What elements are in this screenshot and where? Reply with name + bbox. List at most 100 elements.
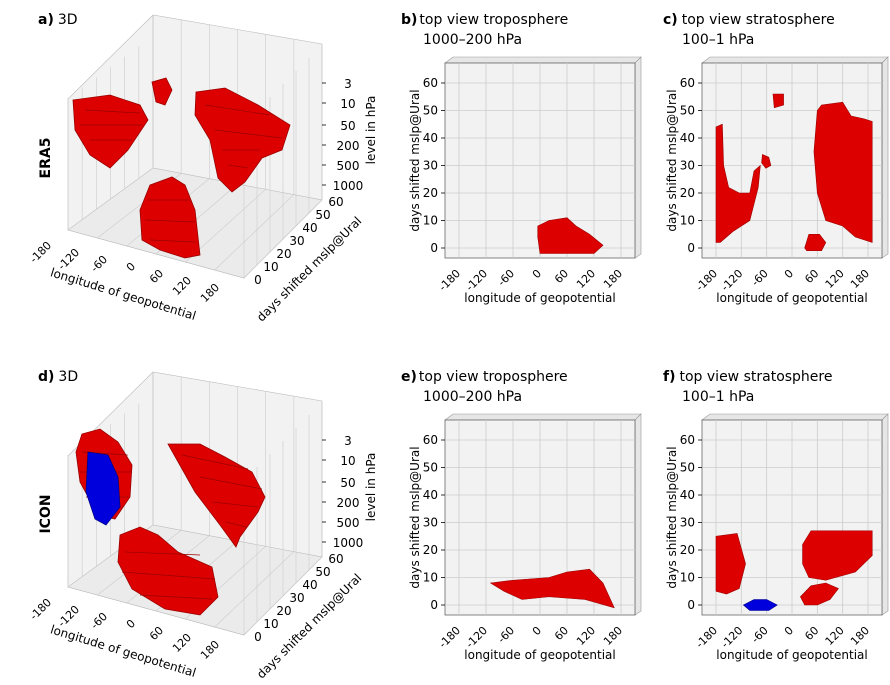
y-tick-label: 30	[289, 591, 304, 605]
y-tick-label: 40	[302, 578, 317, 592]
y-tick-label: 60	[423, 76, 438, 90]
y-tick-label: 0	[687, 241, 695, 255]
voxel-edge	[204, 104, 271, 116]
y-tick-label: 30	[680, 159, 695, 173]
voxel-edge	[139, 594, 213, 600]
x-tick-label: 60	[147, 267, 166, 286]
x-tick-label: -180	[27, 596, 54, 623]
y-tick-label: 40	[423, 488, 438, 502]
y-tick-label: 10	[680, 214, 695, 228]
strato-anomaly-red-east	[813, 101, 873, 243]
voxel-edge	[124, 551, 201, 556]
z-tick-label: 500	[337, 159, 360, 173]
y-tick-label: 40	[423, 131, 438, 145]
pane-right-edge	[634, 56, 642, 259]
svg-text:100–1 hPa: 100–1 hPa	[682, 389, 754, 405]
voxel-edge	[121, 571, 216, 580]
x-tick-label: 0	[782, 624, 796, 638]
y-tick-label: 20	[680, 543, 695, 557]
x-tick-label: 60	[552, 624, 571, 643]
y-tick-label: 40	[680, 131, 695, 145]
svg-text:1000–200 hPa: 1000–200 hPa	[423, 32, 522, 48]
pane-right-edge	[881, 56, 889, 259]
strato-anomaly-red-west	[715, 123, 761, 243]
x-tick-label: 0	[782, 267, 796, 281]
panel-d-title: d) 3D	[38, 369, 78, 385]
svg-text:1000–200 hPa: 1000–200 hPa	[423, 389, 522, 405]
strato-anomaly-red-south	[800, 582, 839, 606]
x-axis-label: longitude of geopotential	[464, 648, 615, 662]
panel-a-title: a) 3D	[38, 12, 78, 28]
voxel-edge	[199, 476, 263, 490]
voxel-anomaly-left	[72, 94, 149, 169]
y-tick-label: 50	[423, 461, 438, 475]
x-axis-label: longitude of geopotential	[716, 291, 867, 305]
x-tick-label: -60	[88, 253, 110, 275]
voxel-edge	[211, 501, 259, 508]
x-tick-label: -60	[495, 267, 517, 289]
voxel-edge	[227, 164, 249, 169]
panel-c-title: c) top view stratosphere 100–1 hPa	[663, 12, 835, 48]
z-tick-label: 200	[337, 139, 360, 153]
y-tick-label: 10	[263, 617, 278, 631]
tropo-anomaly-red	[537, 217, 604, 254]
x-tick-label: 120	[170, 631, 194, 655]
y-tick-label: 50	[680, 461, 695, 475]
voxel-edge	[225, 521, 247, 528]
svg-text:b)top view troposphere: b) top view troposphere	[401, 12, 568, 28]
x-tick-label: -180	[27, 239, 54, 266]
x-tick-label: 0	[124, 260, 138, 274]
x-tick-label: 180	[198, 281, 222, 305]
x-tick-label: 60	[147, 624, 166, 643]
svg-text:100–1 hPa: 100–1 hPa	[682, 32, 754, 48]
y-axis-label: days shifted mslp@Ural	[408, 446, 422, 588]
strato-anomaly-red-top	[772, 93, 784, 109]
x-tick-label: -60	[749, 624, 771, 646]
grid-line-x	[214, 194, 295, 271]
voxel-anomaly-right	[167, 443, 266, 548]
y-tick-label: 10	[423, 571, 438, 585]
x-tick-label: 120	[170, 274, 194, 298]
y-tick-label: 20	[276, 247, 291, 261]
x-tick-label: -60	[88, 610, 110, 632]
svg-text:a)3D: a) 3D	[38, 12, 78, 28]
z-tick-label: 3	[344, 434, 352, 448]
x-tick-label: 180	[848, 624, 872, 648]
svg-text:c)top view stratosphere: c) top view stratosphere	[663, 12, 835, 28]
y-tick-label: 40	[680, 488, 695, 502]
strato-anomaly-red-dot	[761, 154, 772, 169]
x-tick-label: 60	[552, 267, 571, 286]
y-tick-label: 10	[423, 214, 438, 228]
y-tick-label: 60	[680, 433, 695, 447]
x-tick-label: 0	[530, 267, 544, 281]
z-tick-label: 3	[344, 77, 352, 91]
voxel-anomaly-small	[151, 77, 173, 106]
z-tick-label: 10	[340, 454, 355, 468]
y-tick-label: 60	[423, 433, 438, 447]
y-tick-label: 20	[276, 604, 291, 618]
y-tick-label: 30	[423, 159, 438, 173]
y-tick-label: 0	[254, 273, 262, 287]
pane-top-edge	[444, 413, 642, 421]
x-tick-label: 180	[601, 267, 625, 291]
x-tick-label: 0	[124, 617, 138, 631]
svg-text:e)top view troposphere: e) top view troposphere	[401, 369, 568, 385]
x-tick-label: -60	[749, 267, 771, 289]
y-tick-label: 50	[315, 208, 330, 222]
z-tick-label: 1000	[333, 536, 364, 550]
z-tick-label: 1000	[333, 179, 364, 193]
panel-e-title: e) top view troposphere 1000–200 hPa	[401, 369, 568, 405]
svg-text:f)top view stratosphere: f) top view stratosphere	[663, 369, 832, 385]
pane-right-edge	[634, 413, 642, 616]
row-label-icon: ICON	[38, 494, 54, 533]
x-tick-label: -180	[693, 624, 720, 651]
y-tick-label: 30	[423, 516, 438, 530]
y-axis-label: days shifted mslp@Ural	[665, 446, 679, 588]
y-tick-label: 0	[430, 241, 438, 255]
